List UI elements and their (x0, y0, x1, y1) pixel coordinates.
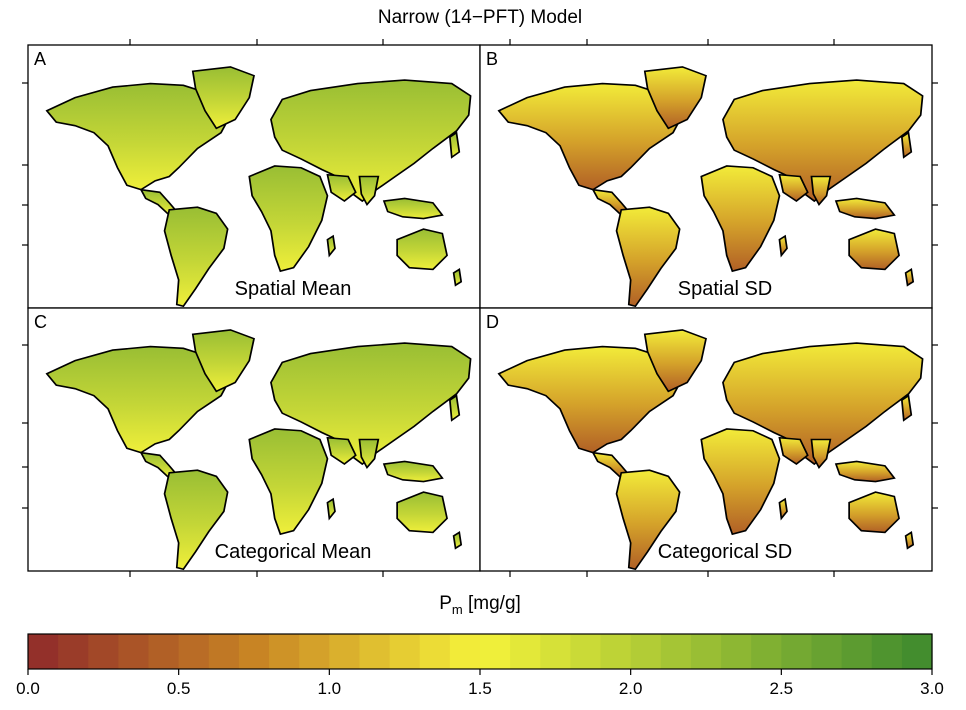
colorbar-ticks: 0.0 0.5 1.0 1.5 2.0 2.5 3.0 (16, 669, 944, 698)
panel-letter: A (34, 49, 46, 69)
colorbar-swatch (299, 634, 330, 669)
colorbar-tick-label: 3.0 (920, 679, 944, 698)
colorbar-tick-label: 1.5 (468, 679, 492, 698)
colorbar-tick-label: 1.0 (318, 679, 342, 698)
colorbar-swatch (660, 634, 692, 669)
panel-frame (479, 307, 933, 572)
colorbar-swatch (570, 634, 602, 669)
colorbar-tick-label: 2.0 (619, 679, 643, 698)
panel-letter: D (486, 312, 499, 332)
colorbar-swatch (359, 634, 391, 669)
map-panel: A Spatial Mean (27, 44, 481, 309)
colorbar-swatch (871, 634, 903, 669)
colorbar-swatch (751, 634, 782, 669)
colorbar-swatch (510, 634, 541, 669)
colorbar-swatch (480, 634, 511, 669)
colorbar-swatch (28, 634, 59, 669)
map-panels: A Spatial Mean B Spatial SD C Categorical Mea… (27, 44, 933, 572)
colorbar (27, 633, 933, 670)
axis-ticks (22, 39, 938, 577)
map-panel: D Categorical SD (479, 307, 933, 572)
colorbar-swatch (269, 634, 300, 669)
panel-title: Spatial Mean (235, 278, 352, 300)
colorbar-tick-label: 2.5 (770, 679, 794, 698)
map-panel: C Categorical Mean (27, 307, 481, 572)
colorbar-swatch (88, 634, 119, 669)
colorbar-swatch (841, 634, 873, 669)
colorbar-swatch (630, 634, 662, 669)
colorbar-swatch (389, 634, 421, 669)
panel-title: Spatial SD (678, 278, 773, 300)
chart-title: Narrow (14−PFT) Model (378, 7, 582, 28)
colorbar-swatch (690, 634, 722, 669)
colorbar-swatch (811, 634, 843, 669)
panel-letter: C (34, 312, 47, 332)
colorbar-swatch (58, 634, 89, 669)
colorbar-swatch (781, 634, 813, 669)
colorbar-tick-label: 0.5 (167, 679, 191, 698)
colorbar-swatch (721, 634, 752, 669)
colorbar-label-main: P (439, 593, 452, 614)
map-panel: B Spatial SD (479, 44, 933, 309)
panel-title: Categorical SD (658, 541, 793, 563)
colorbar-swatch (419, 634, 451, 669)
panel-title: Categorical Mean (215, 541, 372, 563)
colorbar-swatch (148, 634, 180, 669)
colorbar-swatch (901, 634, 933, 669)
colorbar-swatch (600, 634, 632, 669)
colorbar-swatch (238, 634, 270, 669)
colorbar-swatch (208, 634, 240, 669)
panel-letter: B (486, 49, 498, 69)
colorbar-label-unit: [mg/g] (463, 593, 521, 614)
colorbar-swatch (329, 634, 361, 669)
colorbar-label-sub: m (452, 602, 463, 617)
colorbar-swatch (449, 634, 481, 669)
colorbar-swatch (178, 634, 210, 669)
colorbar-tick-label: 0.0 (16, 679, 40, 698)
colorbar-swatch (118, 634, 150, 669)
colorbar-label: Pm [mg/g] (439, 593, 521, 617)
colorbar-swatch (540, 634, 571, 669)
